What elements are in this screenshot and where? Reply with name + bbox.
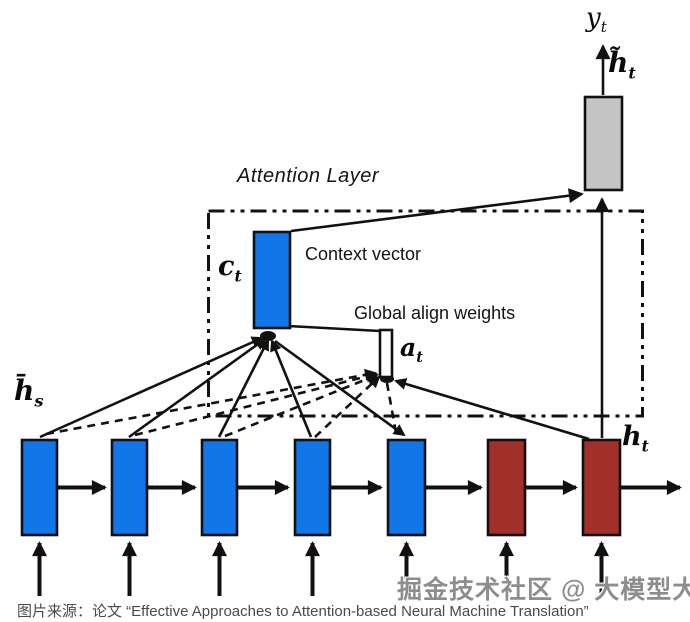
encoder-to-align-dashed-arrow <box>134 370 378 437</box>
yt-sub: t <box>600 18 607 37</box>
at-sub: t <box>416 349 423 366</box>
attentional-hidden-state-box <box>583 95 624 192</box>
context-align-connector <box>287 324 381 333</box>
ct-sub: t <box>234 266 242 286</box>
global-align-weights-label: Global align weights <box>354 303 516 323</box>
ct-base: c <box>218 251 235 282</box>
encoder-to-context-arrow <box>39 336 264 439</box>
h-bar-s-label: h̄s <box>14 374 44 411</box>
h-tilde-base: h̃ <box>608 46 629 79</box>
image-source-caption: 图片来源：论文 “Effective Approaches to Attenti… <box>17 603 589 620</box>
yt-label: yt <box>586 3 607 36</box>
h-bar-sub: s <box>34 391 44 411</box>
encoder-state-box-3 <box>200 438 239 537</box>
watermark: 掘金技术社区 @ 大模型大飞 <box>397 576 690 604</box>
context-to-encoder-arrow <box>274 339 406 437</box>
context-to-attentional-arrow <box>290 188 584 233</box>
context-convergence-point <box>260 331 276 341</box>
encoder-state-box-2 <box>110 438 149 537</box>
encoder-to-context-arrow <box>128 337 267 439</box>
yt-base: y <box>586 3 601 33</box>
h-bar-base: h̄ <box>14 374 35 407</box>
decoder-state-box-1 <box>486 438 527 537</box>
ht-base: h <box>622 421 642 452</box>
ct-label: ct <box>218 251 242 285</box>
attention-layer-boundary <box>207 209 644 418</box>
context-vector-box <box>252 230 292 330</box>
h-tilde-sub: t <box>628 63 636 83</box>
encoder-state-box-5 <box>386 438 427 537</box>
encoder-to-context-arrow <box>217 338 270 438</box>
ht-to-align-arrow <box>394 378 590 441</box>
encoder-state-box-1 <box>20 438 59 537</box>
encoder-state-box-4 <box>293 438 332 537</box>
decoder-state-box-2 <box>581 438 622 537</box>
attention-layer-title: Attention Layer <box>237 165 380 187</box>
encoder-to-align-dashed-arrow <box>314 375 381 438</box>
encoder-to-context-arrow <box>270 339 313 438</box>
ht-sub: t <box>641 436 649 456</box>
encoder-to-align-dashed-arrow <box>45 368 377 436</box>
h-tilde-t-label: h̃t <box>608 46 636 83</box>
align-to-encoder-dashed-line <box>385 382 398 434</box>
at-base: a <box>400 333 417 362</box>
ht-label: ht <box>622 421 649 455</box>
at-label: at <box>400 333 423 366</box>
context-vector-label: Context vector <box>305 244 422 264</box>
align-weights-vector <box>378 328 394 379</box>
